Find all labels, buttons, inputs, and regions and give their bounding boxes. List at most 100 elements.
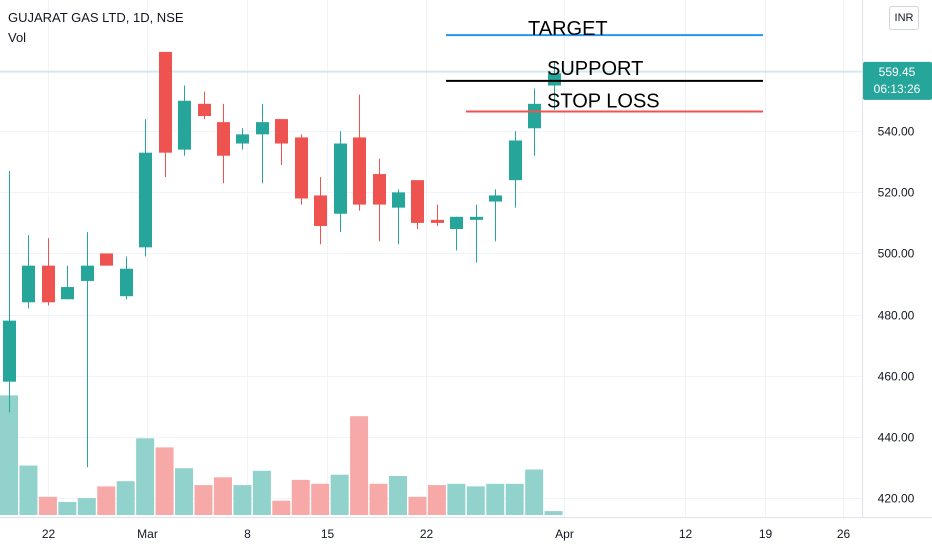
candle (42, 238, 55, 306)
candle-body (509, 140, 522, 181)
price-tick-label: 480.00 (878, 309, 915, 323)
candle (139, 119, 152, 257)
price-tick-label: 500.00 (878, 247, 915, 261)
candle-body (61, 287, 74, 300)
price-tick-label: 440.00 (878, 431, 915, 445)
candle (431, 204, 444, 226)
candle-body (411, 180, 424, 223)
candle-body (100, 253, 113, 266)
time-tick-label: Mar (137, 527, 158, 541)
candle (22, 235, 35, 309)
bar-countdown: 06:13:26 (874, 82, 921, 96)
candle (236, 128, 249, 150)
time-tick-label: 8 (244, 527, 251, 541)
candle-body (334, 143, 347, 214)
volume-bar (350, 416, 369, 515)
volume-bar (291, 479, 310, 515)
candle-body (314, 195, 327, 226)
volume-bar (466, 486, 485, 515)
candle (392, 189, 405, 245)
last-price-badge: 559.45 06:13:26 (863, 61, 932, 100)
candle-body (81, 265, 94, 281)
candle-body (450, 216, 463, 230)
time-tick-label: 19 (759, 527, 773, 541)
volume-bar (0, 395, 18, 515)
candle (411, 180, 424, 230)
volume-bar (175, 468, 194, 515)
candle (548, 61, 561, 110)
candle (470, 204, 483, 263)
price-axis[interactable]: 420.00 440.00 460.00 480.00 500.00 520.00 540.… (878, 64, 915, 506)
candle-body (22, 265, 35, 303)
volume-bar (77, 498, 96, 515)
candle (120, 256, 133, 300)
volume-bar (427, 485, 446, 515)
volume-bar (486, 483, 505, 515)
volume-bar (136, 438, 155, 515)
time-tick-label: Apr (555, 527, 574, 541)
candle-body (139, 152, 152, 248)
volume-bar (194, 485, 213, 515)
candle (295, 134, 308, 205)
time-tick-label: 26 (837, 527, 851, 541)
time-tick-label: 22 (420, 527, 434, 541)
grid (0, 0, 862, 517)
price-tick-label: 540.00 (878, 125, 915, 139)
volume-bar (233, 485, 252, 515)
candle-body (3, 320, 16, 382)
volume-bar (330, 474, 349, 515)
time-axis[interactable]: 22 Mar 8 15 22 Apr 12 19 26 (42, 527, 851, 541)
candle (256, 103, 269, 184)
price-tick-label: 520.00 (878, 186, 915, 200)
candle (3, 171, 16, 413)
stop-loss-label[interactable]: STOP LOSS (547, 90, 660, 112)
volume-bar (408, 496, 427, 515)
candle (509, 131, 522, 208)
chart-legend: GUJARAT GAS LTD, 1D, NSE Vol (8, 8, 184, 48)
candle (100, 253, 113, 266)
candle (81, 232, 94, 468)
candle (198, 91, 211, 120)
candle (373, 158, 386, 242)
candle (450, 216, 463, 251)
volume-bar (447, 483, 466, 515)
volume-bar (311, 483, 330, 515)
candle-body (295, 137, 308, 199)
candles (3, 51, 561, 468)
candle-body (159, 51, 172, 153)
volume-bar (38, 496, 57, 515)
candle (314, 177, 327, 245)
candle (159, 51, 172, 178)
candle (217, 103, 230, 184)
time-tick-label: 12 (679, 527, 693, 541)
candle-body (236, 134, 249, 144)
time-tick-label: 22 (42, 527, 56, 541)
volume-bar (213, 477, 232, 515)
candle-body (373, 174, 386, 205)
candle-body (256, 122, 269, 135)
symbol-title[interactable]: GUJARAT GAS LTD, 1D, NSE (8, 10, 184, 25)
candle-body (431, 219, 444, 223)
candle-body (217, 122, 230, 156)
candle (353, 94, 366, 211)
support-label[interactable]: SUPPORT (547, 58, 643, 80)
candle-body (275, 119, 288, 144)
candle (528, 88, 541, 156)
volume-legend[interactable]: Vol (8, 30, 27, 45)
candle-body (528, 103, 541, 129)
price-tick-label: 420.00 (878, 492, 915, 506)
candle (61, 265, 74, 300)
volume-bar (252, 470, 271, 515)
price-tick-label: 460.00 (878, 370, 915, 384)
volume-bar (525, 469, 544, 515)
candle-body (178, 100, 191, 150)
volume-bar (58, 502, 77, 515)
candle (489, 189, 502, 242)
candle-body (470, 216, 483, 220)
candle-body (353, 137, 366, 205)
volume-bar (155, 447, 174, 515)
currency-button[interactable]: INR (889, 6, 919, 30)
target-label[interactable]: TARGET (528, 18, 608, 40)
